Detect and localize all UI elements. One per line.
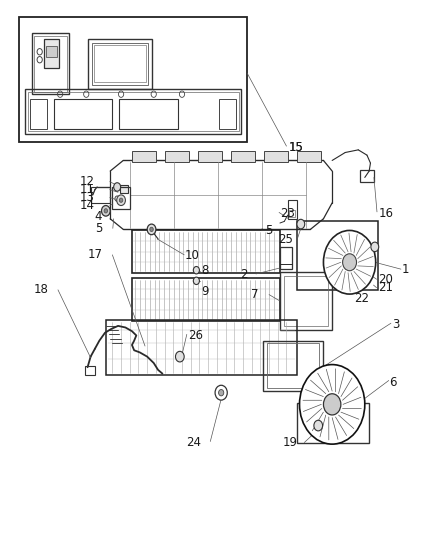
Bar [231,151,255,161]
Text: 16: 16 [378,207,393,220]
Bar [46,46,57,57]
Bar [165,151,189,161]
Bar [19,17,247,142]
Circle shape [343,254,357,271]
Bar [53,100,113,128]
Circle shape [297,219,305,229]
Bar [113,187,130,209]
Bar [25,89,241,134]
Circle shape [114,183,120,191]
Text: 2: 2 [240,268,247,281]
Bar [85,366,95,375]
Text: 22: 22 [354,292,369,305]
Text: 4: 4 [95,209,102,223]
Bar [280,272,332,330]
Circle shape [215,385,227,400]
Bar [264,151,288,161]
Text: 12: 12 [80,175,95,188]
Bar [92,43,148,85]
Text: 5: 5 [265,224,272,237]
Bar [28,92,239,131]
Bar [289,211,295,216]
Bar [132,230,280,273]
Text: 10: 10 [185,249,200,262]
Text: 15: 15 [289,141,304,154]
Bar [88,38,152,89]
Circle shape [323,230,376,294]
Circle shape [119,198,123,203]
Bar [297,403,369,442]
Bar [34,36,67,92]
Bar [32,33,69,94]
Bar [44,38,59,68]
Bar [297,221,378,290]
Text: 14: 14 [80,199,95,212]
Circle shape [150,227,153,231]
Text: 26: 26 [187,329,203,342]
Circle shape [193,277,199,285]
Bar [360,170,374,182]
Bar [219,100,237,128]
Circle shape [219,390,224,396]
Circle shape [102,206,110,216]
Text: 13: 13 [80,191,95,204]
Circle shape [104,209,108,213]
Circle shape [147,224,156,235]
Bar [262,341,323,391]
Bar [288,200,297,219]
Bar [284,276,328,326]
Text: 19: 19 [283,436,297,449]
Text: 7: 7 [251,288,258,301]
Bar [30,100,47,128]
Circle shape [117,195,125,206]
Bar [119,100,178,128]
Circle shape [323,394,341,415]
Text: 21: 21 [378,281,393,294]
Text: 3: 3 [392,318,399,332]
Bar [106,319,297,375]
Bar [280,247,292,269]
Bar [297,151,321,161]
Bar [94,45,146,82]
Text: 24: 24 [187,436,201,449]
Circle shape [371,242,379,252]
Bar [120,185,127,193]
Text: 20: 20 [378,273,393,286]
Text: 9: 9 [201,285,209,298]
Text: 5: 5 [95,222,102,235]
Circle shape [176,351,184,362]
Text: 8: 8 [201,264,209,277]
Text: 6: 6 [390,376,397,389]
Text: 1: 1 [402,263,409,276]
Bar [267,343,319,389]
Text: 15: 15 [289,141,304,154]
Bar [198,151,222,161]
Bar [91,187,110,203]
Bar [132,151,156,161]
Circle shape [300,365,365,444]
Text: 25: 25 [278,233,293,246]
Circle shape [193,266,199,274]
Text: 11: 11 [80,183,95,196]
Circle shape [314,420,322,431]
Bar [132,278,280,320]
Text: 18: 18 [34,284,48,296]
Text: 23: 23 [280,207,295,220]
Text: 17: 17 [87,248,102,261]
